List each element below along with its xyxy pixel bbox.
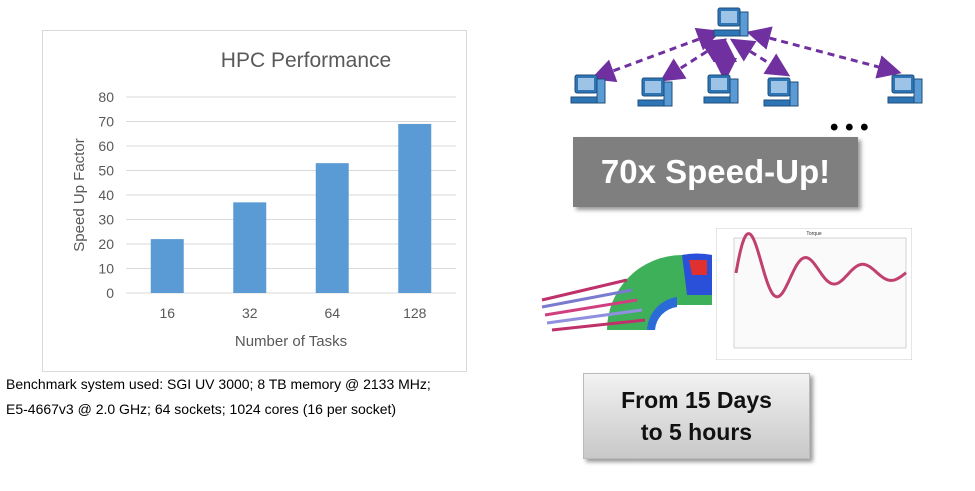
computer-icon xyxy=(887,74,923,104)
y-tick-label: 80 xyxy=(98,89,114,105)
arrow xyxy=(729,38,791,77)
torque-title: Torque xyxy=(806,231,822,237)
y-axis-label: Speed Up Factor xyxy=(71,138,88,251)
x-tick-label: 16 xyxy=(159,305,175,321)
x-tick-label: 32 xyxy=(242,305,258,321)
y-tick-label: 10 xyxy=(98,261,114,277)
x-tick-label: 64 xyxy=(324,305,340,321)
speedup-banner: 70x Speed-Up! xyxy=(573,137,858,207)
ellipsis: • • • xyxy=(830,114,869,140)
bar-64 xyxy=(315,163,349,293)
computer-icon xyxy=(637,77,673,107)
arrow xyxy=(590,27,722,83)
torque-plot-image: Torque xyxy=(716,228,912,360)
y-tick-label: 30 xyxy=(98,212,114,228)
arrow xyxy=(659,38,728,82)
x-tick-label: 128 xyxy=(403,305,427,321)
computer-icon xyxy=(763,77,799,107)
computer-icon xyxy=(713,7,749,37)
computer-icon xyxy=(570,74,606,104)
bar-16 xyxy=(150,239,184,293)
y-tick-label: 70 xyxy=(98,114,114,130)
y-tick-label: 40 xyxy=(98,187,114,203)
y-tick-label: 0 xyxy=(106,285,114,301)
speedup-bar-chart: HPC Performance 0 10 20 30 40 50 60 70 80 16 32 64 12… xyxy=(42,30,467,372)
y-tick-label: 20 xyxy=(98,236,114,252)
chart-title: HPC Performance xyxy=(221,49,391,72)
benchmark-caption-line2: E5-4667v3 @ 2.0 GHz; 64 sockets; 1024 co… xyxy=(6,401,397,417)
benchmark-caption-line1: Benchmark system used: SGI UV 3000; 8 TB… xyxy=(6,376,431,392)
chart-svg: HPC Performance 0 10 20 30 40 50 60 70 80 16 32 64 12… xyxy=(71,49,456,350)
x-axis-label: Number of Tasks xyxy=(235,333,347,350)
arrow xyxy=(746,26,902,79)
duration-banner: From 15 Days to 5 hours xyxy=(583,373,810,459)
network-diagram: • • • xyxy=(570,7,923,140)
computer-icon xyxy=(703,74,739,104)
duration-line1: From 15 Days xyxy=(621,387,772,413)
y-tick-label: 60 xyxy=(98,138,114,154)
bar-32 xyxy=(233,202,267,293)
bar-128 xyxy=(398,123,432,293)
fea-motor-model-image xyxy=(541,253,712,332)
duration-line2: to 5 hours xyxy=(640,419,753,445)
torque-curve xyxy=(734,232,907,299)
y-tick-label: 50 xyxy=(98,163,114,179)
